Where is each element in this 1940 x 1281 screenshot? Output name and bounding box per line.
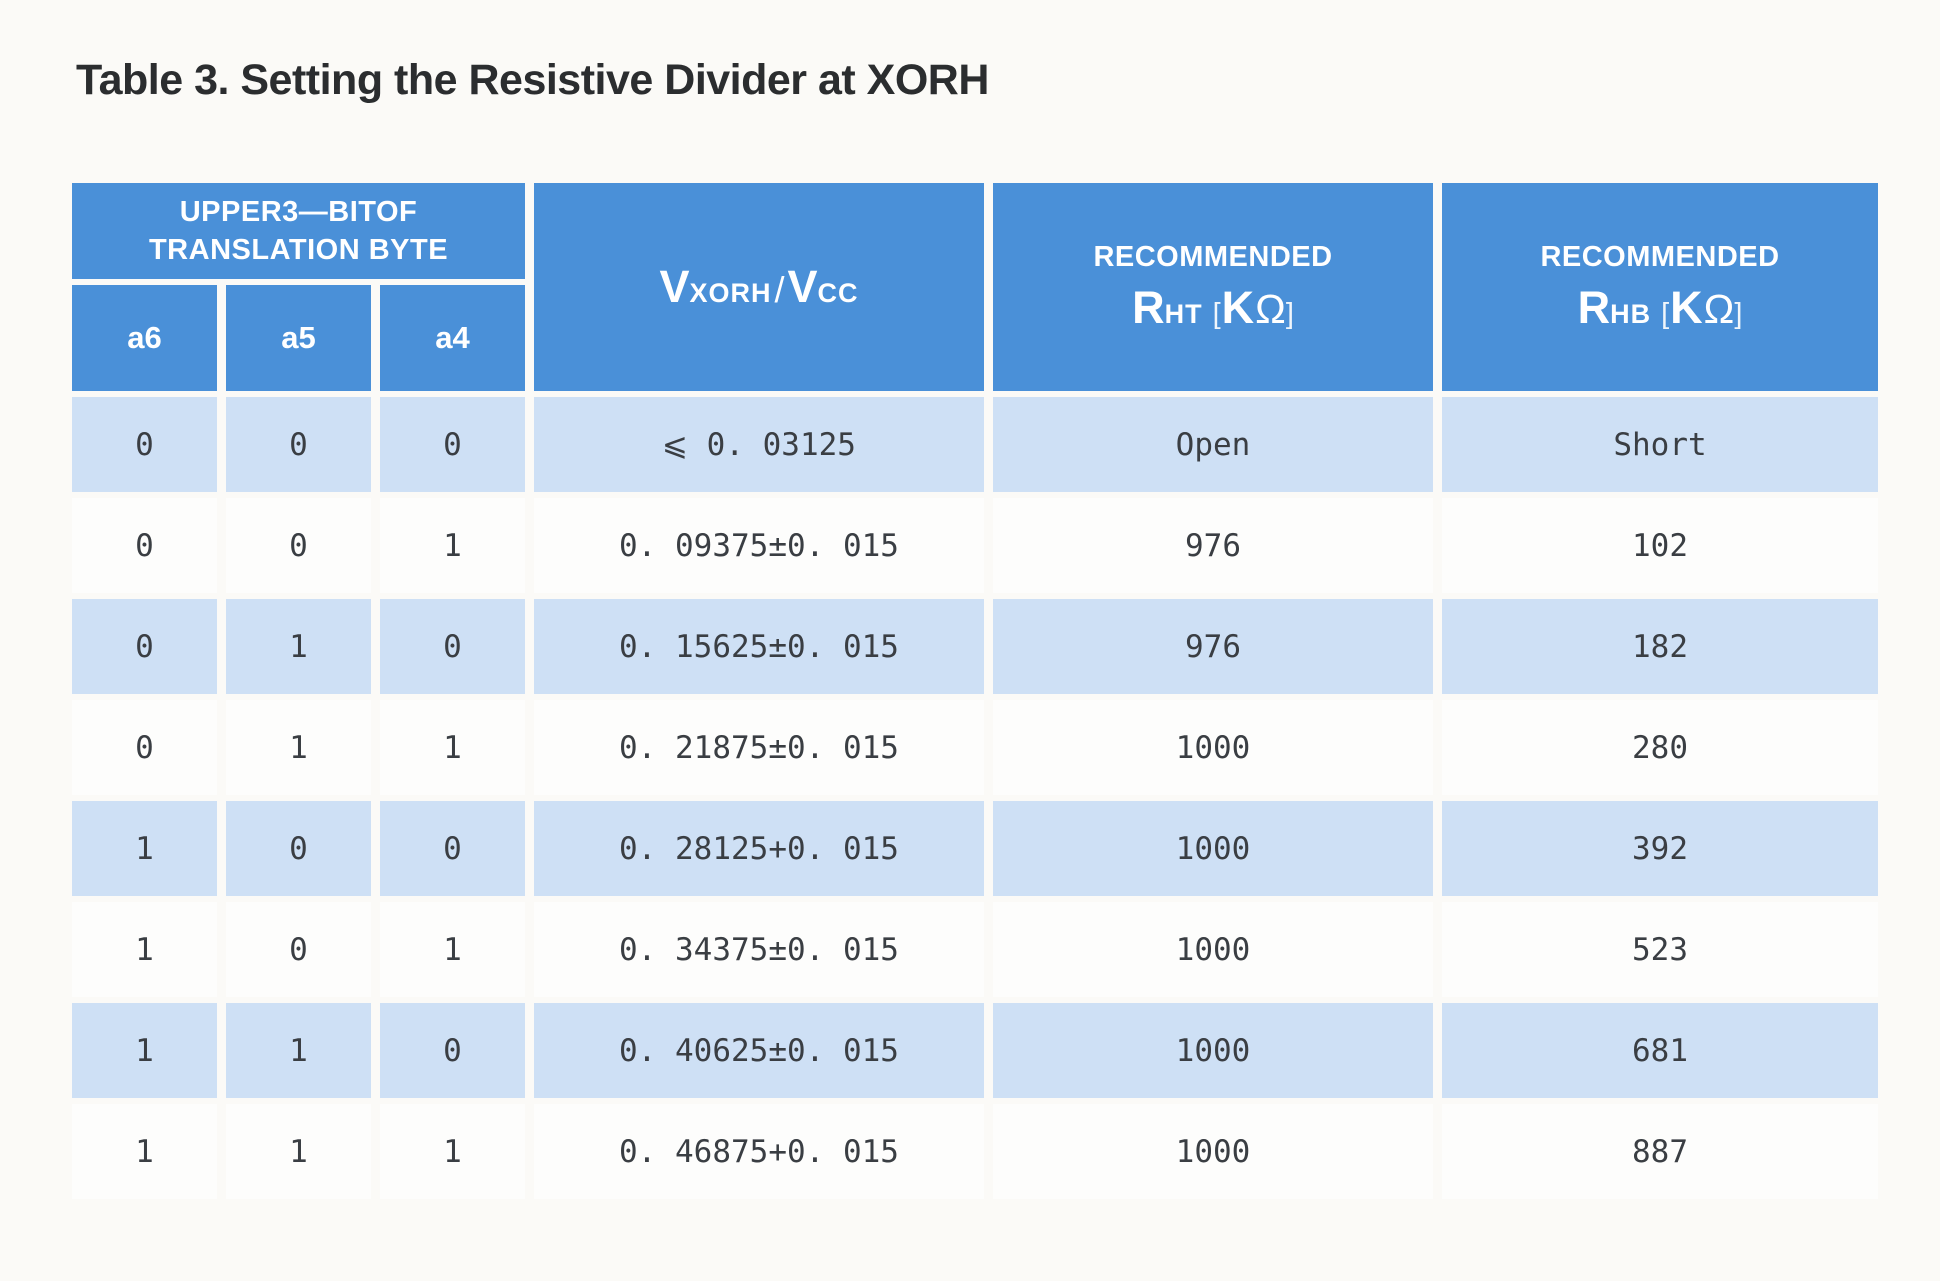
table-cell: 976 <box>993 599 1433 694</box>
vxorh-vcc-formula: V XORH / V CC <box>659 261 858 313</box>
table-cell: 0. 09375±0. 015 <box>534 498 984 593</box>
table-cell: 1000 <box>993 1003 1433 1098</box>
table-cell: 1 <box>380 1104 525 1199</box>
table-cell: 1 <box>72 801 217 896</box>
ohm-symbol: Ω <box>1703 285 1735 332</box>
recommended-label: RECOMMENDED <box>1540 240 1780 273</box>
v-subscript-cc: CC <box>817 278 859 308</box>
table-cell: 1 <box>380 498 525 593</box>
table-cell: 1000 <box>993 700 1433 795</box>
table-cell: 0 <box>72 498 217 593</box>
table-cell: 887 <box>1442 1104 1878 1199</box>
resistive-divider-table: UPPER3—BITOF TRANSLATION BYTE V XORH / V CC … <box>72 183 1878 1199</box>
kilo-symbol: K <box>1670 281 1703 333</box>
table-cell: 1 <box>226 700 371 795</box>
kilo-symbol: K <box>1221 281 1255 333</box>
v-subscript-xorh: XORH <box>689 278 772 308</box>
table-cell: 1 <box>380 902 525 997</box>
table-cell: 0. 21875±0. 015 <box>534 700 984 795</box>
column-header-a4: a4 <box>380 285 525 391</box>
page-title: Table 3. Setting the Resistive Divider a… <box>76 56 989 104</box>
table-cell: Short <box>1442 397 1878 492</box>
table-cell: 102 <box>1442 498 1878 593</box>
table-cell: 280 <box>1442 700 1878 795</box>
table-cell: 0 <box>380 801 525 896</box>
table-cell: 1 <box>380 700 525 795</box>
bracket-open: [ <box>1661 297 1670 330</box>
divide-slash: / <box>774 269 785 310</box>
table-cell: 1 <box>72 1104 217 1199</box>
table-cell: 0 <box>380 397 525 492</box>
v-symbol: V <box>659 261 690 312</box>
table-cell: 1 <box>226 1104 371 1199</box>
table-cell: Open <box>993 397 1433 492</box>
table-cell: 0. 15625±0. 015 <box>534 599 984 694</box>
table-cell: 0 <box>72 397 217 492</box>
ohm-symbol: Ω <box>1255 285 1286 332</box>
table-cell: 1000 <box>993 902 1433 997</box>
table-cell: 0. 46875+0. 015 <box>534 1104 984 1199</box>
bracket-open: [ <box>1212 297 1221 330</box>
column-header-translation-byte: UPPER3—BITOF TRANSLATION BYTE <box>72 183 525 279</box>
bracket-close: ] <box>1734 297 1743 330</box>
table-cell: 1000 <box>993 1104 1433 1199</box>
translation-byte-line1: UPPER3—BITOF <box>179 195 418 228</box>
table-cell: 1 <box>72 902 217 997</box>
table-cell: 0. 28125+0. 015 <box>534 801 984 896</box>
table-cell: 0 <box>72 599 217 694</box>
v-symbol: V <box>787 261 818 312</box>
table-cell: 0 <box>72 700 217 795</box>
column-header-vxorh-vcc: V XORH / V CC <box>534 183 984 391</box>
column-header-a5: a5 <box>226 285 371 391</box>
table-cell: 976 <box>993 498 1433 593</box>
table-cell: 0 <box>226 801 371 896</box>
table-cell: 182 <box>1442 599 1878 694</box>
table-cell: 523 <box>1442 902 1878 997</box>
column-header-rhb: RECOMMENDED R HB [K Ω] <box>1442 183 1878 391</box>
r-symbol: R <box>1577 281 1611 333</box>
table-cell: 0. 40625±0. 015 <box>534 1003 984 1098</box>
table-cell: 1 <box>226 1003 371 1098</box>
r-subscript-ht: HT <box>1164 298 1203 329</box>
rht-unit: R HT [K Ω] <box>1132 282 1294 334</box>
table-cell: 0 <box>226 397 371 492</box>
bracket-close: ] <box>1285 297 1294 330</box>
translation-byte-line2: TRANSLATION BYTE <box>148 234 449 266</box>
table-cell: 1 <box>72 1003 217 1098</box>
table-cell: 392 <box>1442 801 1878 896</box>
recommended-label: RECOMMENDED <box>1093 240 1333 273</box>
column-header-rht: RECOMMENDED R HT [K Ω] <box>993 183 1433 391</box>
table-cell: 0 <box>226 902 371 997</box>
table-cell: 0 <box>226 498 371 593</box>
table-cell: 1 <box>226 599 371 694</box>
table-cell: 681 <box>1442 1003 1878 1098</box>
r-subscript-hb: HB <box>1610 298 1652 329</box>
table-cell: ⩽ 0. 03125 <box>534 397 984 492</box>
table-cell: 0. 34375±0. 015 <box>534 902 984 997</box>
table-cell: 1000 <box>993 801 1433 896</box>
rhb-unit: R HB [K Ω] <box>1578 282 1743 334</box>
table-cell: 0 <box>380 1003 525 1098</box>
table-cell: 0 <box>380 599 525 694</box>
column-header-a6: a6 <box>72 285 217 391</box>
r-symbol: R <box>1132 281 1165 333</box>
